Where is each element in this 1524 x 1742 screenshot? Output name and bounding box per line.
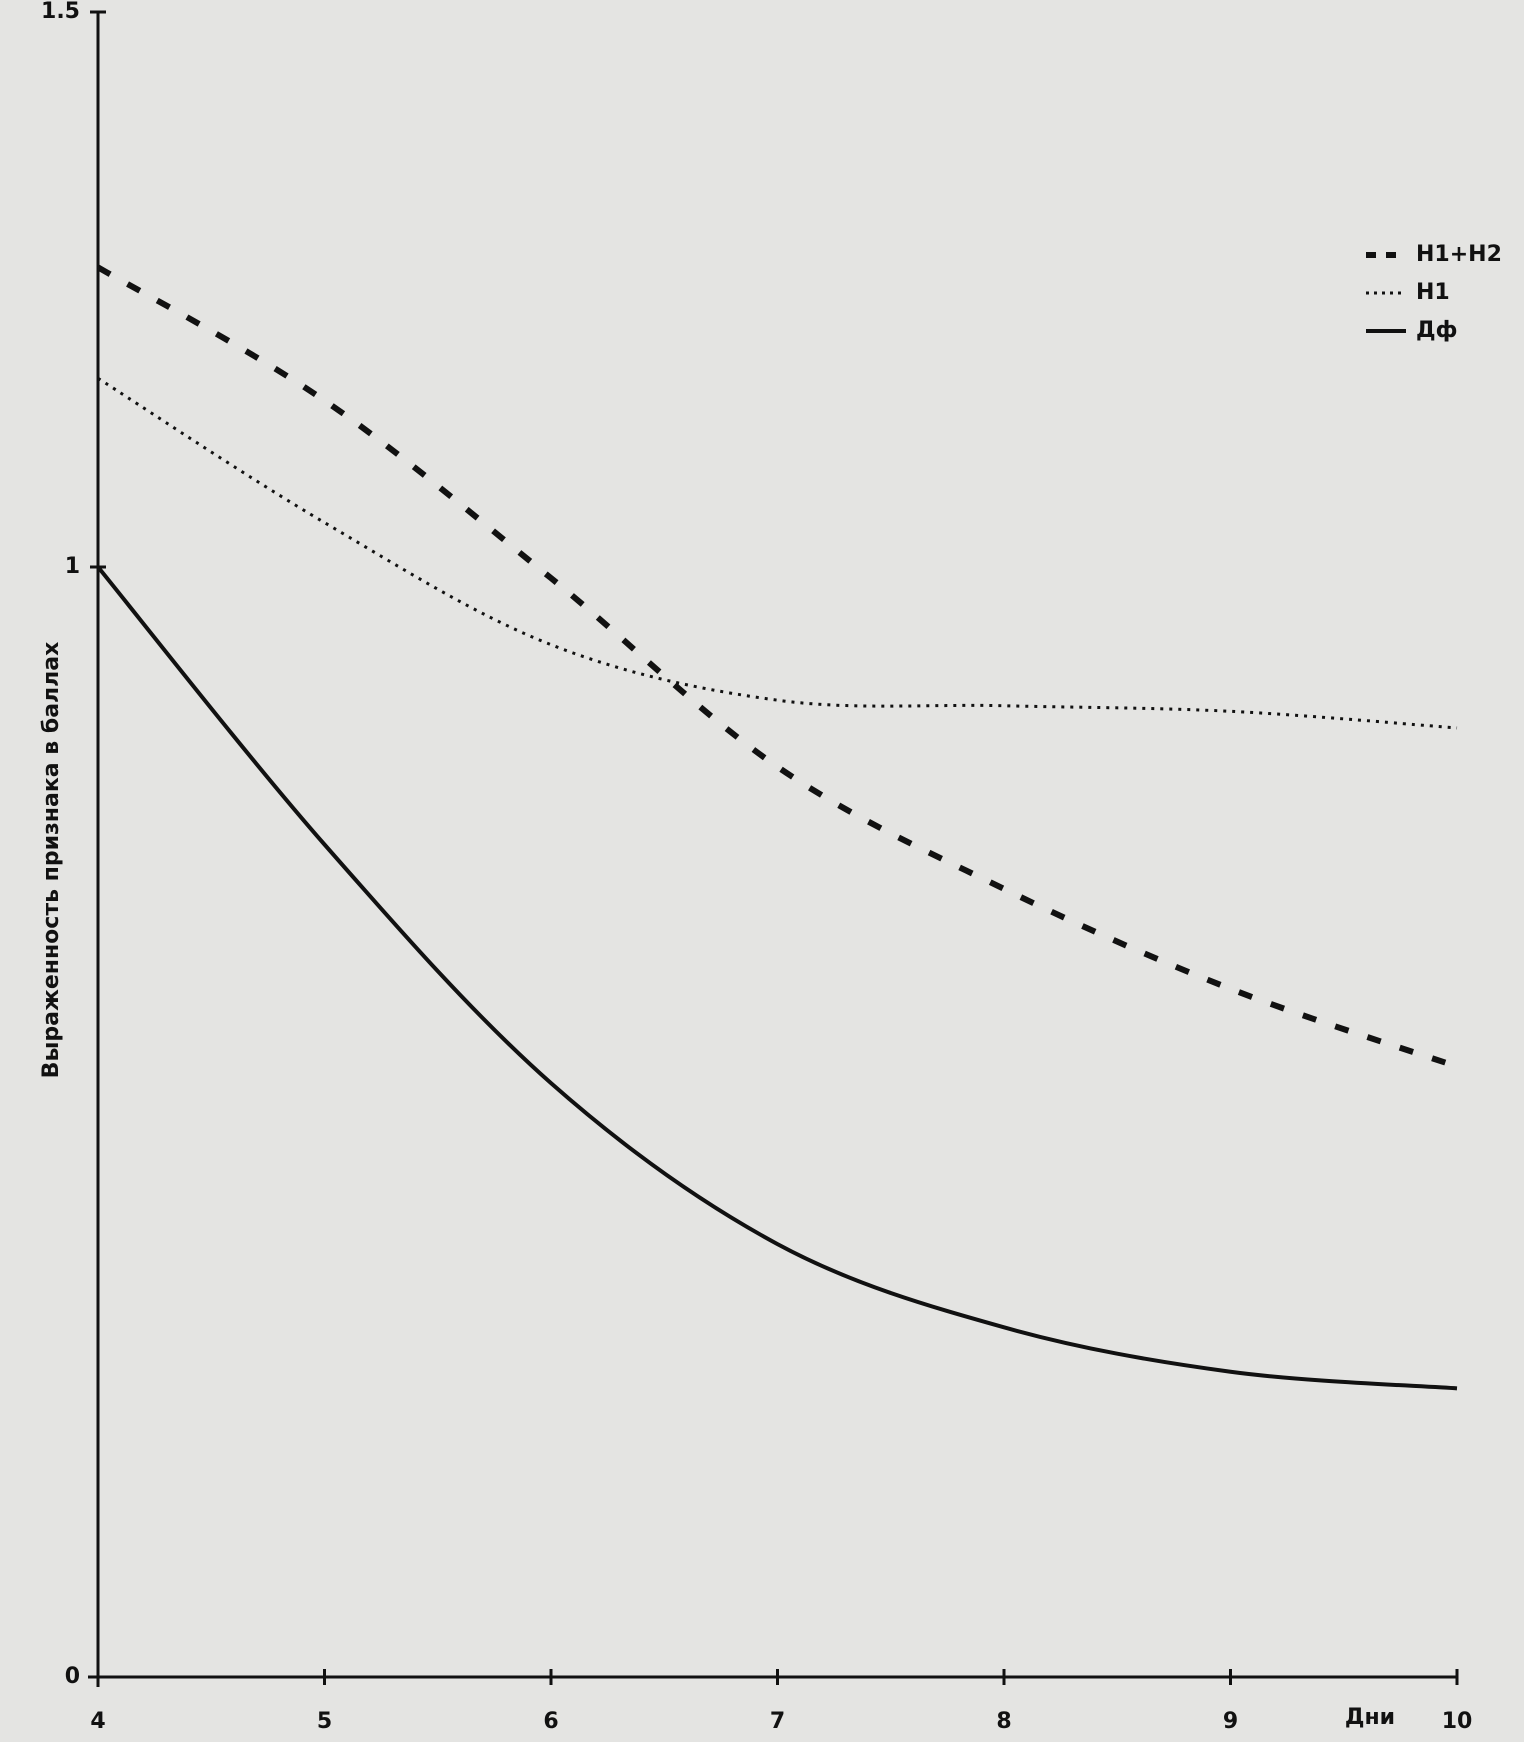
x-tick-label: 9 bbox=[1223, 1709, 1238, 1734]
x-tick-label: 8 bbox=[996, 1709, 1011, 1734]
y-tick-label: 0 bbox=[65, 1664, 80, 1689]
x-tick-label: 5 bbox=[317, 1709, 332, 1734]
x-tick-label: 6 bbox=[543, 1709, 558, 1734]
x-tick-label: 10 bbox=[1442, 1709, 1473, 1734]
x-tick-label: 4 bbox=[90, 1709, 105, 1734]
y-tick-label: 1 bbox=[65, 554, 80, 579]
x-tick-label: 7 bbox=[770, 1709, 785, 1734]
legend-label: Дф bbox=[1416, 318, 1457, 343]
y-axis-label: Выраженность признака в баллах bbox=[39, 642, 64, 1079]
y-tick-label: 1.5 bbox=[41, 0, 80, 24]
legend-label: H1 bbox=[1416, 280, 1450, 305]
x-axis-label: Дни bbox=[1345, 1705, 1395, 1730]
legend-label: H1+H2 bbox=[1416, 242, 1502, 267]
series-line bbox=[96, 565, 1458, 1391]
